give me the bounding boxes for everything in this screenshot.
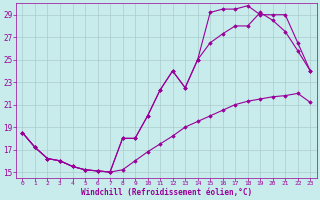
X-axis label: Windchill (Refroidissement éolien,°C): Windchill (Refroidissement éolien,°C) [81,188,252,197]
